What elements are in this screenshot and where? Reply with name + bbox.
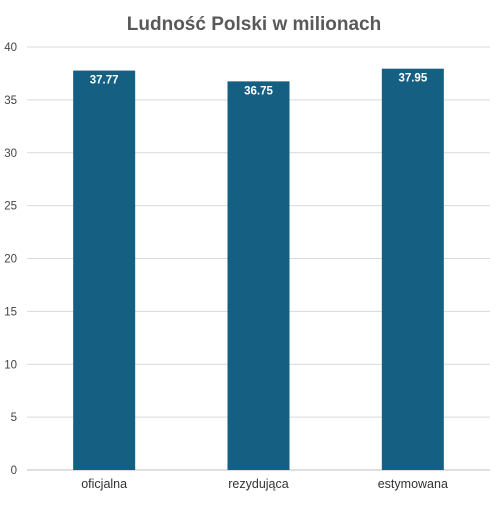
bar-oficjalna (73, 70, 136, 471)
y-tick-label: 40 (4, 42, 17, 54)
y-tick-label: 0 (11, 465, 17, 477)
y-tick-label: 35 (4, 95, 17, 107)
y-tick-label: 30 (4, 148, 17, 160)
data-label: 37.77 (90, 75, 119, 87)
x-tick-label: rezydująca (228, 477, 288, 491)
bar-estymowana (381, 68, 444, 471)
bars: 37.77 36.75 37.95 (73, 68, 444, 471)
x-tick-label: oficjalna (81, 477, 127, 491)
y-axis-ticks: 0 5 10 15 20 25 30 35 40 (4, 42, 17, 477)
y-tick-label: 15 (4, 306, 17, 318)
data-label: 37.95 (398, 73, 427, 85)
y-tick-label: 25 (4, 201, 17, 213)
y-tick-label: 20 (4, 254, 17, 266)
y-tick-label: 10 (4, 359, 17, 371)
x-tick-label: estymowana (378, 477, 448, 491)
bar-rezydująca (227, 81, 290, 471)
y-tick-label: 5 (11, 412, 17, 424)
data-label: 36.75 (244, 85, 273, 97)
x-axis-labels: oficjalna rezydująca estymowana (81, 477, 448, 491)
chart-title: Ludność Polski w milionach (127, 14, 381, 35)
